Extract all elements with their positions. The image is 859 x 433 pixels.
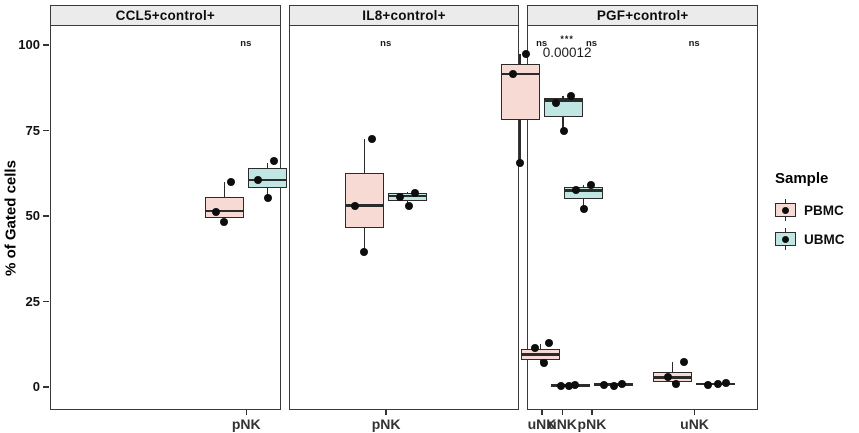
jitter-point [411,189,420,198]
y-tick-mark [43,300,49,303]
x-tick-mark [561,410,564,415]
median-line [543,99,583,102]
facet-panels: CCL5+control+ ns *** 0.00012 pNK uNK IL8+contr… [50,5,759,433]
jitter-point [264,193,273,202]
legend-entry: PBMC [775,199,845,221]
jitter-point [530,344,539,352]
significance-label: ns [688,38,700,49]
legend-key-point [782,235,789,243]
median-line [521,353,561,356]
jitter-point [557,382,566,391]
legend-key-boxplot-glyph [775,228,796,250]
y-tick-mark [43,129,49,132]
panel-body: ns ns [288,26,583,410]
x-tick-label: uNK [527,416,557,432]
legend-key-boxplot-glyph [775,199,796,221]
median-line [204,209,244,213]
median-line [344,204,384,208]
significance-label: ns [240,38,252,49]
x-tick-mark [591,410,593,415]
facet-panel: CCL5+control+ ns *** 0.00012 pNK uNK [50,5,604,433]
jitter-point [679,358,688,367]
facet-strip: PGF+control+ [527,5,759,26]
x-tick-label: pNK [577,416,607,432]
boxplot-box [204,197,244,218]
facet-panel: IL8+control+ ns ns pNK uNK [288,5,583,433]
jitter-point [522,49,531,58]
x-tick-mark [385,410,387,415]
jitter-point [618,379,627,388]
boxplot-box [344,173,384,228]
x-tick-mark [541,410,543,415]
jitter-point [270,157,279,166]
legend-entry-label: UBMC [804,231,845,247]
x-tick-label: pNK [231,416,261,432]
median-line [247,178,287,182]
jitter-point [600,381,609,390]
jitter-point [516,158,525,167]
jitter-point [610,382,619,391]
median-line [653,376,693,379]
jitter-point [663,373,672,382]
jitter-point [703,380,712,389]
jitter-point [360,247,369,256]
jitter-point [579,205,588,214]
significance-p-value: 0.00012 [542,45,592,60]
jitter-point [351,201,360,210]
jitter-point [212,207,221,216]
jitter-point [220,218,229,227]
jitter-point [721,378,730,387]
x-tick-mark [245,410,247,415]
legend-entry-label: PBMC [804,202,844,218]
jitter-point [396,193,405,202]
x-tick-label: pNK [371,416,401,432]
y-tick-label: 75 [25,122,40,138]
jitter-point [368,135,377,144]
jitter-point [227,177,236,186]
significance-label: ns [380,38,392,49]
y-tick-label: 100 [18,37,40,52]
y-tick-mark [43,215,49,217]
y-tick-label: 25 [25,293,40,309]
jitter-point [713,379,722,388]
panel-body: ns *** 0.00012 [50,26,604,410]
jitter-point [544,338,553,347]
legend-key-point [782,206,789,214]
y-tick-mark [43,44,49,46]
x-tick-mark [693,410,696,415]
facet-strip: CCL5+control+ [50,5,281,26]
significance-label: ns [586,38,598,49]
jitter-point [571,381,580,390]
median-line [387,194,427,198]
legend-entry: UBMC [775,228,845,250]
jitter-point [254,176,263,185]
boxplot-box [564,186,604,199]
jitter-point [571,186,580,195]
x-tick-label: uNK [680,416,709,432]
facet-strip: IL8+control+ [288,5,520,26]
legend-title: Sample [775,170,829,187]
jitter-point [405,202,414,211]
facet-panel: PGF+control+ ns ns pNK uNK [527,5,759,433]
y-tick-label: 0 [32,379,40,394]
panel-body: ns ns [527,26,759,410]
legend-entries: PBMC UBMC [775,199,845,250]
jitter-point [586,181,595,190]
significance-label: ns [536,38,548,49]
jitter-point [567,92,576,101]
y-tick-mark [43,386,49,388]
y-tick-label: 50 [25,208,40,223]
jitter-point [552,99,561,108]
legend: Sample PBMC UBMC [775,170,845,257]
median-line [500,72,540,76]
jitter-point [671,379,680,388]
significance-stars: *** [560,34,574,44]
median-line [564,189,604,192]
x-tick-label: uNK [548,416,577,432]
jitter-point [560,126,569,135]
jitter-point [565,381,574,390]
jitter-point [509,70,518,79]
jitter-point [539,359,548,368]
